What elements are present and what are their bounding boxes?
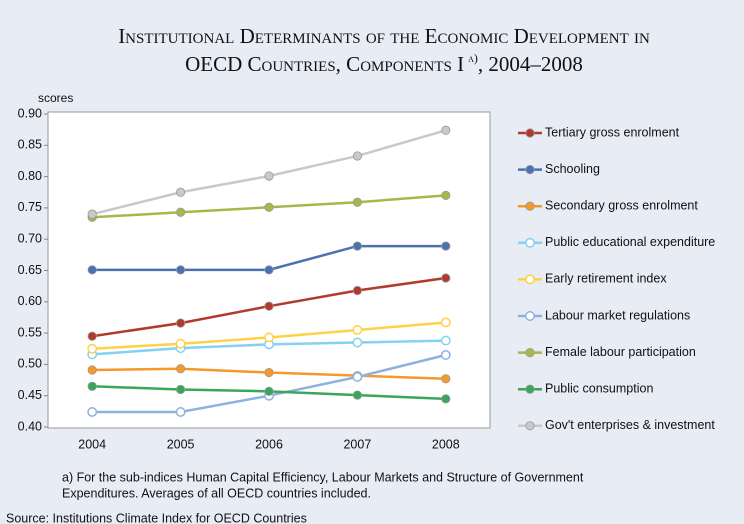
- x-tick-label: 2004: [78, 437, 106, 451]
- legend-marker: [525, 274, 535, 285]
- point: [176, 318, 186, 328]
- y-tick-label: 0.55: [18, 325, 42, 339]
- point: [264, 301, 274, 311]
- point: [176, 384, 186, 395]
- legend-marker: [525, 128, 535, 138]
- footnote: a) For the sub-indices Human Capital Eff…: [62, 470, 584, 484]
- y-tick-label: 0.50: [18, 357, 42, 371]
- point: [352, 241, 362, 251]
- point: [176, 364, 186, 374]
- title-note: a): [468, 51, 478, 65]
- legend-label: Schooling: [545, 162, 600, 176]
- point: [176, 187, 186, 197]
- point: [441, 190, 451, 200]
- point: [264, 265, 274, 275]
- point: [441, 394, 451, 404]
- y-tick-label: 0.60: [18, 294, 42, 308]
- legend-marker: [525, 311, 535, 321]
- y-tick-label: 0.85: [18, 138, 42, 152]
- point: [264, 367, 274, 378]
- point: [441, 374, 451, 384]
- y-tick-label: 0.45: [18, 388, 42, 402]
- point: [87, 265, 97, 275]
- point: [87, 381, 97, 391]
- point: [175, 407, 186, 417]
- legend-marker: [525, 165, 535, 175]
- y-tick-label: 0.90: [18, 106, 42, 120]
- y-tick-label: 0.75: [18, 200, 42, 214]
- point: [440, 350, 451, 360]
- legend-label: Tertiary gross enrolment: [545, 125, 680, 139]
- point: [87, 343, 98, 354]
- point: [87, 365, 97, 375]
- point: [176, 265, 186, 275]
- y-tick-label: 0.40: [18, 419, 42, 433]
- point: [352, 337, 363, 348]
- title-period: , 2004–2008: [478, 52, 583, 76]
- point: [352, 390, 362, 400]
- point: [440, 317, 451, 328]
- point: [175, 338, 186, 349]
- point: [264, 386, 274, 396]
- y-tick-label: 0.80: [18, 169, 42, 183]
- x-tick-label: 2008: [432, 437, 460, 451]
- point: [352, 285, 362, 296]
- point: [441, 125, 451, 135]
- x-tick-label: 2005: [167, 437, 195, 451]
- point: [264, 202, 274, 212]
- legend-marker: [525, 201, 535, 211]
- legend-label: Labour market regulations: [545, 308, 690, 322]
- legend-marker: [525, 421, 535, 431]
- title-text: OECD Countries, Components I: [185, 52, 464, 76]
- point: [352, 151, 362, 161]
- x-tick-label: 2006: [255, 437, 283, 451]
- y-tick-label: 0.70: [18, 231, 42, 245]
- legend-label: Public consumption: [545, 381, 653, 395]
- source: Source: Institutions Climate Index for O…: [6, 511, 307, 524]
- legend-label: Gov't enterprises & investment: [545, 418, 715, 432]
- point: [352, 371, 363, 382]
- y-tick-label: 0.65: [18, 263, 42, 277]
- legend-label: Early retirement index: [545, 272, 667, 286]
- chart-title: Institutional Determinants of the Econom…: [118, 24, 650, 48]
- point: [87, 407, 98, 417]
- legend-label: Public educational expenditure: [545, 235, 715, 249]
- x-tick-label: 2007: [343, 437, 371, 451]
- point: [441, 241, 451, 251]
- point: [176, 207, 186, 217]
- y-axis-label: scores: [38, 91, 73, 105]
- legend-label: Female labour participation: [545, 345, 696, 359]
- chart-title: OECD Countries, Components I a), 2004–200…: [185, 51, 583, 76]
- point: [352, 197, 362, 207]
- point: [440, 335, 451, 346]
- point: [264, 332, 274, 343]
- legend-label: Secondary gross enrolment: [545, 198, 698, 212]
- point: [87, 209, 97, 219]
- footnote: Expenditures. Averages of all OECD count…: [62, 486, 371, 500]
- legend-marker: [525, 384, 535, 394]
- legend-marker: [525, 237, 535, 248]
- point: [264, 171, 274, 181]
- point: [352, 325, 363, 335]
- point: [441, 273, 451, 283]
- point: [87, 331, 97, 341]
- legend-marker: [525, 347, 535, 358]
